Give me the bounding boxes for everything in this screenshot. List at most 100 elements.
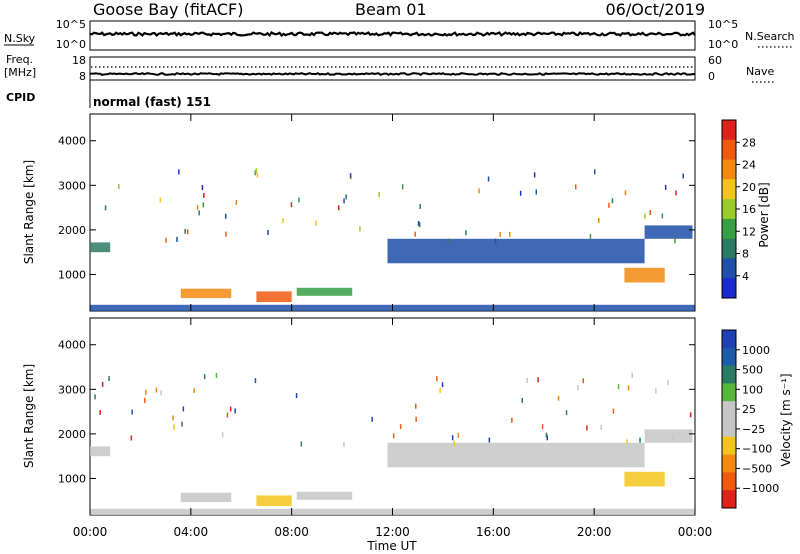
freq-tick-top: 18 (72, 54, 86, 67)
power-colorbar-label: Power [dB] (757, 182, 771, 247)
echo-speckle (282, 218, 284, 224)
cpid-label: CPID (6, 91, 35, 104)
echo-speckle (178, 169, 180, 175)
echo-speckle (234, 408, 236, 414)
y-tick-label: 1000 (58, 268, 86, 281)
echo-speckle (689, 412, 692, 418)
echo-speckle (582, 378, 584, 384)
echo-speckle (526, 378, 528, 383)
echo-speckle (401, 184, 404, 190)
velocity-colorbar: 1000 500 100 25 −25 −100 −500 −1000 (721, 329, 779, 509)
colorbar-frame (721, 329, 737, 509)
echo-speckle (487, 176, 490, 182)
colorbar-segment (722, 436, 736, 456)
echo-speckle (349, 173, 352, 179)
echo-speckle (661, 213, 664, 219)
echo-speckle (196, 204, 199, 210)
echo-speckle (465, 230, 467, 236)
colorbar-segment (722, 472, 736, 491)
echo-speckle (439, 387, 441, 393)
noise-series (89, 31, 696, 38)
echo-region (624, 267, 665, 283)
echo-speckle (557, 395, 560, 401)
echo-speckle (193, 387, 195, 393)
echo-speckle (173, 424, 175, 430)
echo-speckle (371, 416, 373, 422)
colorbar-tick-label: −100 (742, 443, 772, 456)
echo-speckle (600, 424, 602, 430)
echo-speckle (145, 389, 147, 395)
freq-panel-frame (89, 56, 696, 81)
echo-speckle (608, 202, 610, 208)
echo-region (387, 442, 645, 468)
echo-speckle (436, 376, 438, 382)
colorbar-segment (722, 120, 736, 141)
echo-speckle (537, 377, 539, 383)
nave-tick-bottom: 0 (708, 70, 715, 83)
colorbar-tick-label: 16 (742, 203, 756, 216)
noise-right-tick-top: 10^5 (708, 18, 738, 31)
y-tick-label: 3000 (58, 179, 86, 192)
echo-speckle (577, 385, 579, 391)
velocity-colorbar-label: Velocity [m s⁻¹] (779, 373, 793, 466)
echo-speckle (655, 388, 657, 394)
y-tick-label: 1000 (58, 472, 86, 485)
echo-speckle (639, 437, 641, 443)
echo-speckle (229, 406, 232, 412)
echo-speckle (494, 238, 497, 244)
noise-left-tick-bottom: 10^0 (56, 38, 86, 51)
x-tick-label: 00:00 (678, 525, 713, 539)
nsky-label: N.Sky (4, 32, 36, 45)
echo-speckle (627, 385, 630, 391)
colorbar-tick-label: 100 (742, 383, 763, 396)
noise-right-tick-bottom: 10^0 (708, 38, 738, 51)
y-tick-label: 4000 (58, 339, 86, 352)
y-tick-label: 2000 (58, 428, 86, 441)
echo-speckle (255, 168, 257, 174)
echo-speckle (418, 222, 421, 228)
echo-speckle (545, 432, 548, 438)
echo-speckle (586, 425, 588, 431)
echo-region (256, 495, 292, 507)
velocity-ylabel: Slant Range [km] (22, 364, 36, 468)
echo-speckle (674, 238, 676, 244)
noise-line (89, 31, 696, 38)
velocity-data (90, 372, 695, 515)
velocity-y-axis: 1000 2000 3000 4000 (58, 339, 695, 485)
colorbar-tick-label: 12 (742, 225, 756, 238)
x-tick-label: 20:00 (577, 525, 612, 539)
power-panel-frame (89, 113, 696, 312)
echo-speckle (118, 184, 120, 190)
y-tick-label: 3000 (58, 383, 86, 396)
echo-region (296, 491, 353, 500)
colorbar-segment (722, 238, 736, 259)
echo-speckle (221, 432, 224, 438)
colorbar-segment (722, 490, 736, 509)
echo-region (180, 492, 232, 503)
echo-region (90, 446, 111, 457)
x-axis-label: Time UT (366, 539, 417, 553)
colorbar-segment (722, 258, 736, 279)
colorbar-tick-label: −25 (742, 423, 765, 436)
time-axis: 00:00 04:00 08:00 12:00 16:00 20:00 00:00 (73, 114, 713, 539)
colorbar-segment (722, 365, 736, 384)
freq-unit-label: [MHz] (4, 66, 36, 79)
echo-speckle (181, 421, 183, 427)
echo-speckle (546, 435, 548, 441)
echo-speckle (624, 190, 627, 196)
echo-speckle (254, 378, 257, 384)
colorbar-segment (722, 454, 736, 473)
echo-speckle (203, 374, 206, 380)
echo-speckle (226, 412, 229, 418)
echo-speckle (414, 231, 416, 237)
echo-speckle (521, 397, 523, 403)
echo-speckle (594, 169, 596, 175)
colorbar-tick-label: 28 (742, 136, 756, 149)
echo-speckle (533, 172, 536, 178)
echo-region (387, 238, 645, 264)
colorbar-tick-label: 8 (742, 248, 749, 261)
echo-speckle (215, 373, 218, 378)
echo-speckle (144, 398, 146, 403)
echo-speckle (184, 228, 186, 234)
